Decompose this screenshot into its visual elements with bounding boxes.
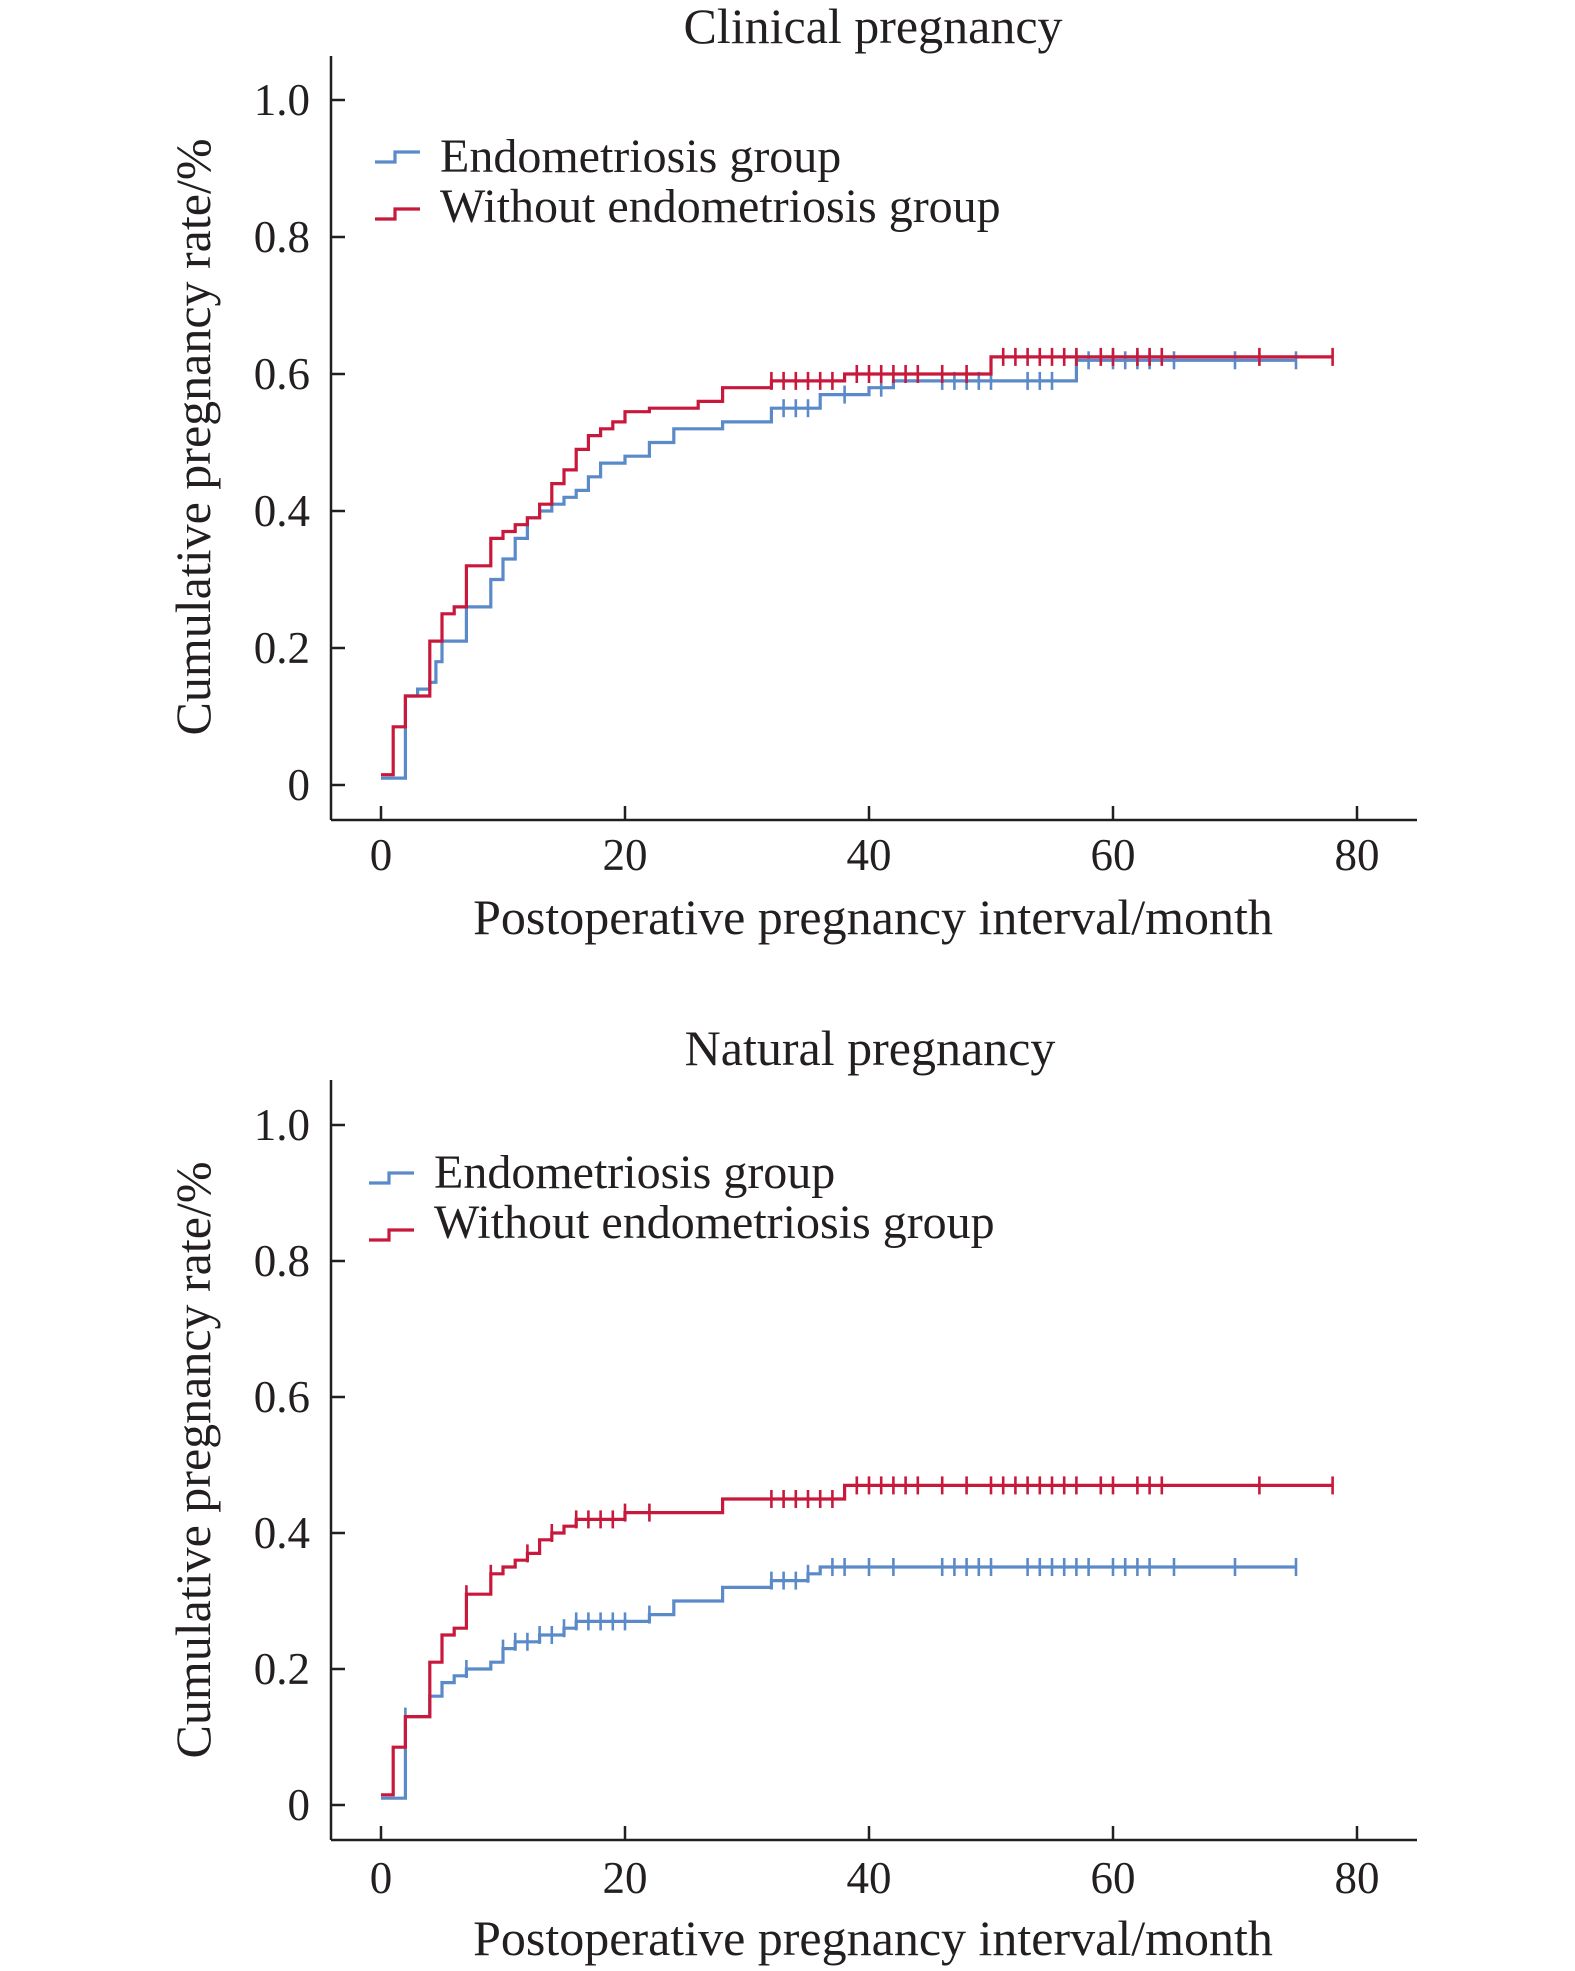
y-tick-label: 0.8	[254, 1236, 310, 1286]
km-curve-without-endometriosis	[381, 1483, 1333, 1797]
y-tick-label: 0	[288, 1780, 311, 1830]
legend-label-endometriosis: Endometriosis group	[434, 1146, 835, 1199]
x-axis-label: Postoperative pregnancy interval/month	[473, 889, 1273, 945]
chart-natural-pregnancy: Natural pregnancy Cumulative pregnancy r…	[165, 1020, 1417, 1966]
legend: Endometriosis group Without endometriosi…	[369, 1146, 995, 1249]
x-tick-label: 20	[603, 1853, 648, 1903]
legend-label-without-endometriosis: Without endometriosis group	[434, 1196, 995, 1249]
x-tick-label: 60	[1091, 1853, 1136, 1903]
y-tick-label: 1.0	[254, 75, 310, 125]
chart-title: Natural pregnancy	[685, 1020, 1056, 1076]
legend-label-endometriosis: Endometriosis group	[440, 130, 841, 183]
y-tick-label: 1.0	[254, 1100, 310, 1150]
x-tick-label: 40	[847, 1853, 892, 1903]
x-tick-label: 20	[603, 830, 648, 880]
y-tick-label: 0.6	[254, 349, 310, 399]
x-axis-label: Postoperative pregnancy interval/month	[473, 1910, 1273, 1966]
y-tick-label: 0.4	[254, 1508, 310, 1558]
y-tick-label: 0.6	[254, 1372, 310, 1422]
legend: Endometriosis group Without endometriosi…	[375, 130, 1001, 233]
plot-area	[381, 1476, 1334, 1800]
chart-clinical-pregnancy: Clinical pregnancy Cumulative pregnancy …	[165, 0, 1417, 945]
y-axis-label: Cumulative pregnancy rate/%	[165, 1162, 221, 1759]
x-tick-label: 40	[847, 830, 892, 880]
legend-swatch-without-endometriosis	[369, 1228, 414, 1242]
legend-swatch-without-endometriosis	[375, 207, 420, 221]
x-tick-label: 80	[1335, 1853, 1380, 1903]
km-curve-endometriosis	[381, 1565, 1296, 1800]
y-tick-label: 0.8	[254, 212, 310, 262]
legend-swatch-endometriosis	[375, 150, 420, 164]
km-curve-endometriosis	[381, 358, 1296, 780]
y-tick-label: 0.2	[254, 623, 310, 673]
y-tick-label: 0	[288, 760, 311, 810]
y-axis-label: Cumulative pregnancy rate/%	[165, 139, 221, 736]
legend-swatch-endometriosis	[369, 1171, 414, 1185]
x-tick-label: 0	[370, 830, 393, 880]
km-curve-without-endometriosis	[381, 355, 1333, 777]
x-tick-label: 0	[370, 1853, 393, 1903]
y-tick-label: 0.4	[254, 486, 310, 536]
x-tick-label: 60	[1091, 830, 1136, 880]
legend-label-without-endometriosis: Without endometriosis group	[440, 180, 1001, 233]
y-tick-label: 0.2	[254, 1644, 310, 1694]
x-tick-label: 80	[1335, 830, 1380, 880]
chart-title: Clinical pregnancy	[683, 0, 1062, 54]
plot-area	[381, 347, 1334, 780]
